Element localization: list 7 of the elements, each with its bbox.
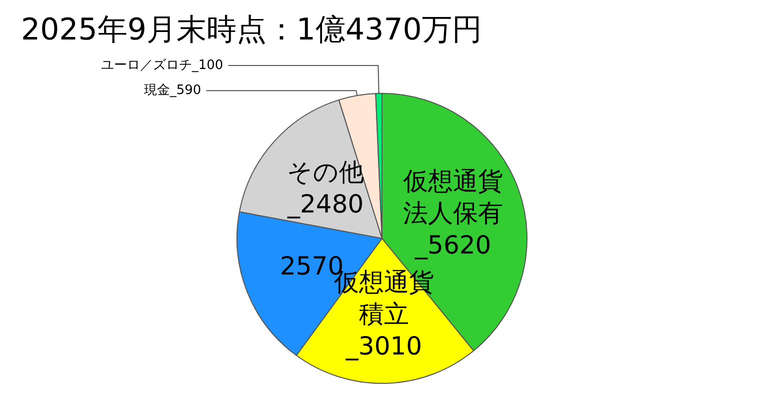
slice-label: 仮想通貨法人保有 [402, 166, 504, 228]
slice-label: ユーロ／ズロチ_100 [100, 58, 224, 73]
data-label: _5620 [414, 230, 492, 260]
data-label: _2480 [286, 190, 364, 219]
chart-title: 2025年9月末時点：1億4370万円 [21, 12, 482, 48]
slice-label: 現金_590 [144, 83, 202, 98]
data-label: _3010 [344, 331, 422, 360]
